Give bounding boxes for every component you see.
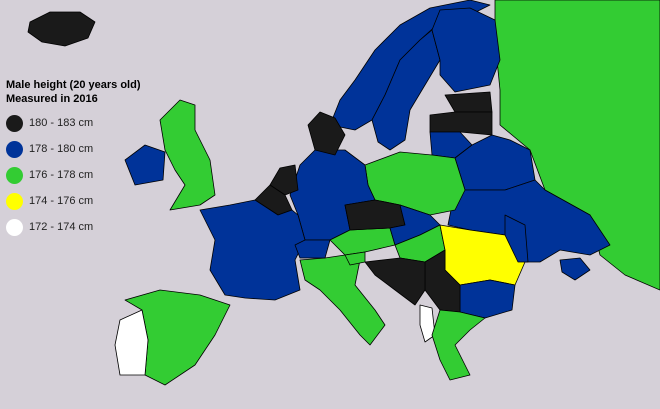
- country-serbia: [424, 249, 461, 313]
- legend-swatch: [6, 218, 23, 236]
- legend-title: Male height (20 years old): [6, 79, 141, 91]
- legend-label: 180 - 183 cm: [29, 117, 94, 129]
- country-denmark: [307, 111, 346, 156]
- legend-label: 176 - 178 cm: [29, 169, 94, 181]
- legend-item: 180 - 183 cm: [6, 114, 140, 132]
- legend-item: 178 - 180 cm: [6, 140, 140, 158]
- country-greece: [431, 309, 486, 381]
- country-crimea: [559, 257, 591, 281]
- country-united-kingdom: [159, 99, 216, 211]
- country-france: [199, 199, 306, 301]
- country-croatia: [364, 257, 426, 306]
- country-portugal: [114, 309, 149, 376]
- country-sweden: [371, 29, 441, 151]
- legend-item: 174 - 176 cm: [6, 192, 140, 210]
- legend-swatch: [6, 114, 23, 132]
- legend-swatch: [6, 140, 23, 158]
- country-iceland: [27, 11, 96, 47]
- country-finland: [431, 7, 501, 93]
- country-ireland: [124, 144, 166, 186]
- country-slovenia: [344, 251, 366, 266]
- legend-label: 174 - 176 cm: [29, 195, 94, 207]
- country-switzerland: [294, 239, 331, 259]
- country-czech-republic: [344, 199, 406, 231]
- country-albania: [419, 304, 436, 343]
- legend: Male height (20 years old) Measured in 2…: [6, 78, 140, 236]
- legend-swatch: [6, 192, 23, 210]
- legend-item: 172 - 174 cm: [6, 218, 140, 236]
- legend-subtitle: Measured in 2016: [6, 93, 98, 105]
- legend-label: 178 - 180 cm: [29, 143, 94, 155]
- legend-swatch: [6, 166, 23, 184]
- country-bulgaria: [459, 279, 516, 319]
- legend-label: 172 - 174 cm: [29, 221, 94, 233]
- country-moldova: [504, 214, 529, 263]
- country-latvia: [429, 111, 493, 136]
- country-estonia: [444, 91, 493, 113]
- legend-item: 176 - 178 cm: [6, 166, 140, 184]
